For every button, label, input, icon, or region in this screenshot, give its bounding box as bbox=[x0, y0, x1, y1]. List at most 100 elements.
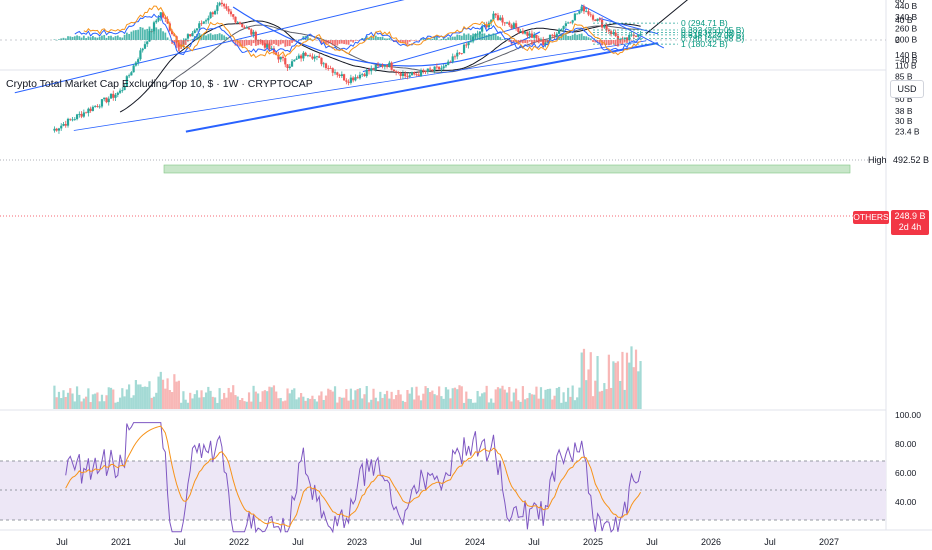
time-tick-label: Jul bbox=[410, 537, 422, 547]
candle-body bbox=[204, 20, 208, 22]
candle-body bbox=[401, 73, 405, 76]
candle-body bbox=[413, 72, 416, 75]
candle-body bbox=[381, 65, 384, 67]
macd-histogram-bar bbox=[132, 30, 135, 40]
candle-body bbox=[354, 77, 357, 81]
currency-button[interactable]: USD bbox=[890, 80, 924, 98]
macd-histogram-bar bbox=[472, 33, 474, 40]
macd-histogram-bar bbox=[150, 28, 153, 40]
macd-histogram-bar bbox=[87, 36, 90, 40]
macd-histogram-bar bbox=[485, 35, 488, 40]
volume-bar bbox=[582, 348, 586, 409]
macd-histogram-bar bbox=[223, 35, 226, 40]
volume-bar bbox=[424, 386, 427, 409]
candle-body bbox=[284, 58, 287, 65]
volume-bar bbox=[268, 386, 271, 409]
macd-histogram-bar bbox=[607, 40, 610, 46]
candle-body bbox=[125, 76, 128, 87]
macd-histogram-bar bbox=[220, 34, 223, 40]
candle-body bbox=[616, 36, 620, 40]
macd-histogram-bar bbox=[476, 33, 479, 40]
macd-histogram-bar bbox=[234, 40, 237, 46]
volume-bar bbox=[587, 369, 590, 409]
candle-body bbox=[146, 41, 149, 45]
candle-body bbox=[578, 10, 581, 14]
volume-bar bbox=[517, 400, 520, 409]
candle-body bbox=[390, 62, 393, 70]
volume-bar bbox=[623, 389, 626, 409]
macd-histogram-bar bbox=[73, 36, 76, 40]
macd-histogram-bar bbox=[463, 33, 465, 40]
macd-histogram-bar bbox=[399, 40, 402, 44]
macd-histogram-bar bbox=[531, 40, 533, 45]
volume-bar bbox=[358, 388, 362, 409]
volume-bar bbox=[62, 390, 65, 409]
volume-bar bbox=[236, 396, 239, 409]
candle-body bbox=[567, 22, 570, 24]
macd-histogram-bar bbox=[241, 40, 244, 47]
volume-bar bbox=[279, 397, 282, 409]
macd-histogram-bar bbox=[621, 40, 624, 45]
macd-histogram-bar bbox=[617, 40, 619, 47]
candle-body bbox=[614, 32, 617, 37]
macd-histogram-bar bbox=[594, 40, 597, 43]
candle-body bbox=[98, 106, 101, 108]
macd-histogram-bar bbox=[490, 34, 493, 40]
candle-body bbox=[152, 22, 156, 32]
volume-bar bbox=[576, 397, 579, 409]
macd-histogram-bar bbox=[334, 40, 336, 46]
candle-body bbox=[62, 124, 65, 126]
volume-bar bbox=[320, 391, 323, 409]
volume-bar bbox=[542, 398, 545, 409]
high-value: 492.52 B bbox=[893, 155, 930, 165]
candle-body bbox=[451, 56, 454, 62]
volume-bar bbox=[526, 398, 529, 409]
candle-body bbox=[406, 76, 409, 77]
volume-bar bbox=[259, 401, 262, 409]
rsi-axis: 100.00 80.00 60.00 40.00 bbox=[895, 410, 921, 507]
macd-histogram-bar bbox=[508, 40, 511, 42]
macd-histogram-bar bbox=[232, 40, 235, 42]
macd-histogram-bar bbox=[501, 39, 504, 40]
candle-body bbox=[349, 77, 352, 83]
candle-body bbox=[600, 19, 604, 28]
volume-bar bbox=[392, 399, 395, 409]
volume-bar bbox=[100, 394, 104, 409]
candle-body bbox=[173, 34, 176, 37]
volume-bar bbox=[331, 391, 334, 409]
bar-countdown: 2d 4h bbox=[898, 222, 922, 232]
macd-histogram-bar bbox=[320, 40, 323, 44]
macd-histogram-bar bbox=[325, 40, 327, 45]
volume-bar bbox=[585, 380, 588, 409]
candle-body bbox=[496, 15, 500, 20]
volume-bar bbox=[238, 400, 242, 409]
trend-lines bbox=[14, 0, 689, 133]
volume-bar bbox=[329, 389, 332, 409]
candle-body bbox=[537, 38, 540, 41]
candle-body bbox=[628, 34, 631, 41]
candle-body bbox=[428, 68, 432, 70]
volume-bar bbox=[385, 390, 389, 409]
macd-histogram-bar bbox=[408, 40, 411, 42]
volume-bar bbox=[401, 400, 405, 409]
macd-histogram-bar bbox=[180, 40, 183, 49]
macd-histogram-bar bbox=[492, 33, 495, 40]
candle-body bbox=[327, 68, 330, 69]
time-tick-label: 2027 bbox=[819, 537, 839, 547]
candle-body bbox=[589, 14, 592, 16]
macd-histogram-bar bbox=[82, 35, 85, 40]
volume-bar bbox=[55, 397, 58, 409]
volume-bar bbox=[225, 397, 228, 409]
time-tick-label: Jul bbox=[528, 537, 540, 547]
macd-histogram-bar bbox=[494, 33, 497, 40]
volume-bar bbox=[297, 397, 300, 409]
macd-histogram-bar bbox=[248, 40, 250, 45]
volume-bar bbox=[123, 396, 126, 409]
candle-body bbox=[288, 66, 291, 69]
candle-body bbox=[535, 34, 538, 39]
candle-body bbox=[69, 118, 72, 120]
candle-body bbox=[569, 22, 572, 24]
macd-histogram-bar bbox=[343, 40, 345, 45]
macd-histogram-bar bbox=[309, 38, 312, 40]
volume-bar bbox=[530, 394, 534, 409]
